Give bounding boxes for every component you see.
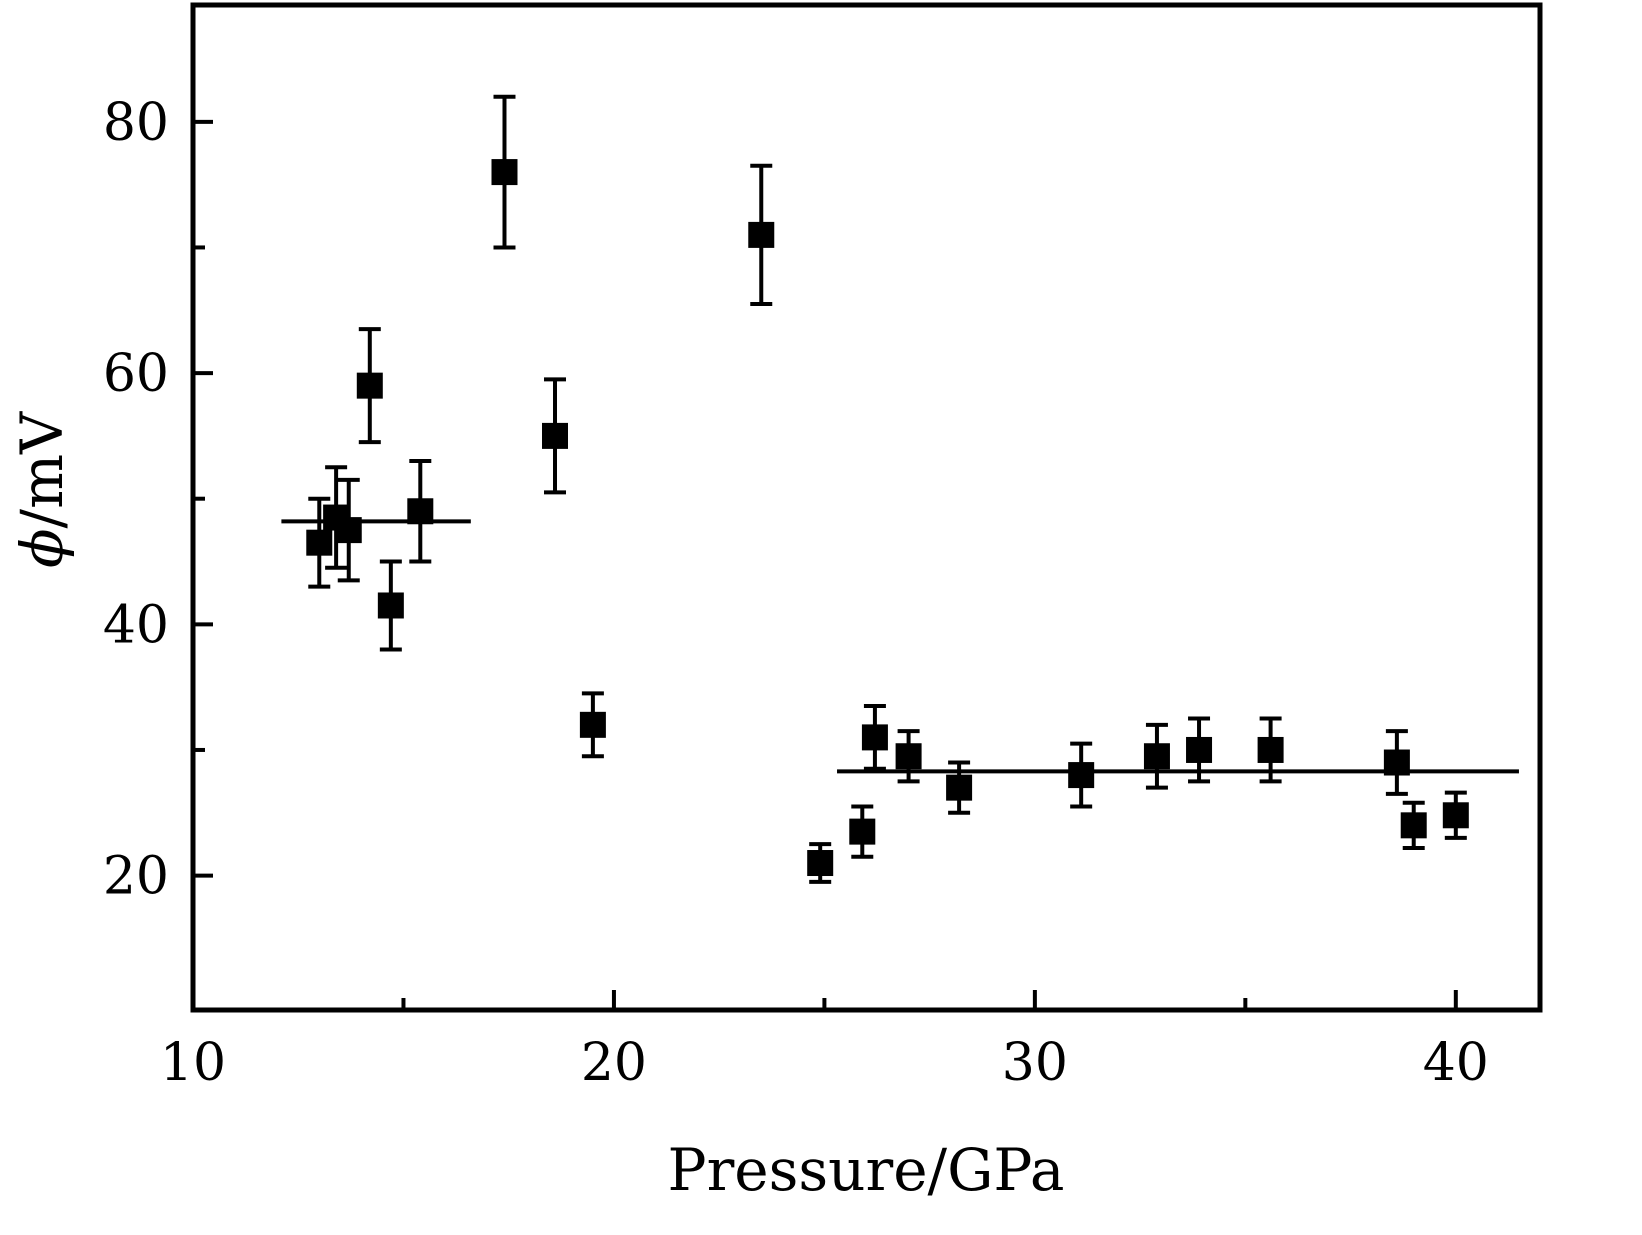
data-point-marker <box>542 422 569 449</box>
plot-frame <box>190 2 1543 1013</box>
data-point-marker <box>861 724 888 751</box>
y-axis-label-units: /mV <box>8 411 76 529</box>
data-point-marker <box>579 711 606 738</box>
data-point-marker <box>895 743 922 770</box>
x-tick-label: 30 <box>1002 1033 1068 1093</box>
data-point-marker <box>1186 736 1213 763</box>
data-point-marker <box>356 372 383 399</box>
y-axis-label-symbol: ϕ <box>8 528 76 568</box>
data-point-marker <box>335 517 362 544</box>
data-point-marker <box>377 592 404 619</box>
data-point-marker <box>306 529 333 556</box>
x-axis-label: Pressure/GPa <box>668 1136 1065 1204</box>
x-tick-label: 10 <box>160 1033 226 1093</box>
data-point-marker <box>1400 812 1427 839</box>
data-point-marker <box>946 774 973 801</box>
x-tick-label: 20 <box>581 1033 647 1093</box>
data-point-marker <box>1068 762 1095 789</box>
x-tick-label: 40 <box>1423 1033 1489 1093</box>
data-point-marker <box>491 159 518 186</box>
data-point-marker <box>1257 736 1284 763</box>
data-point-marker <box>807 850 834 877</box>
y-tick-label: 20 <box>103 847 169 907</box>
y-axis-label: ϕ/mV <box>8 411 76 568</box>
y-tick-label: 40 <box>103 595 169 655</box>
data-point-marker <box>1442 802 1469 829</box>
data-point-marker <box>849 818 876 845</box>
y-tick-label: 80 <box>103 93 169 153</box>
plot-area: 10 20 30 40 20 40 60 80 <box>103 2 1543 1093</box>
y-tick-label: 60 <box>103 344 169 404</box>
data-point-marker <box>748 221 775 248</box>
data-point-marker <box>1143 743 1170 770</box>
data-point-marker <box>1383 749 1410 776</box>
data-point-marker <box>407 498 434 525</box>
